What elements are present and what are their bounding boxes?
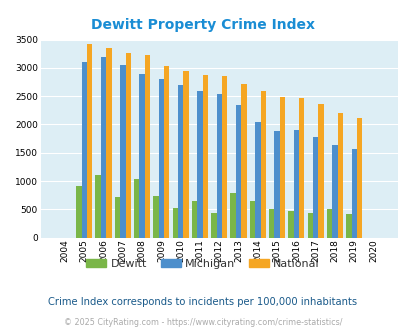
Bar (100, 56, 106, 238)
Bar (115, 197, 120, 238)
Bar (216, 94, 222, 238)
Bar (202, 75, 207, 238)
Bar (318, 104, 323, 238)
Bar (260, 91, 265, 238)
Bar (197, 90, 202, 238)
Bar (139, 74, 145, 238)
Bar (307, 213, 312, 238)
Bar (81, 62, 87, 238)
Bar (249, 201, 254, 238)
Bar (120, 65, 125, 238)
Bar (269, 209, 274, 238)
Bar (172, 208, 177, 238)
Legend: Dewitt, Michigan, National: Dewitt, Michigan, National (82, 254, 323, 273)
Bar (106, 48, 111, 238)
Bar (158, 79, 164, 238)
Bar (211, 213, 216, 238)
Bar (145, 55, 150, 238)
Bar (337, 113, 342, 238)
Bar (230, 193, 235, 238)
Bar (183, 71, 188, 238)
Bar (254, 122, 260, 238)
Text: Dewitt Property Crime Index: Dewitt Property Crime Index (91, 18, 314, 32)
Bar (351, 149, 356, 238)
Text: © 2025 CityRating.com - https://www.cityrating.com/crime-statistics/: © 2025 CityRating.com - https://www.city… (64, 318, 341, 327)
Bar (222, 76, 227, 238)
Bar (235, 105, 241, 238)
Bar (192, 201, 197, 238)
Bar (274, 131, 279, 238)
Bar (241, 84, 246, 238)
Bar (87, 44, 92, 238)
Bar (293, 130, 298, 238)
Bar (134, 179, 139, 238)
Bar (331, 146, 337, 238)
Bar (95, 175, 100, 238)
Bar (164, 66, 169, 238)
Bar (312, 137, 318, 238)
Bar (125, 52, 130, 238)
Bar (153, 196, 158, 238)
Bar (279, 97, 284, 238)
Bar (326, 209, 331, 238)
Bar (298, 98, 304, 238)
Bar (345, 214, 351, 238)
Bar (288, 211, 293, 238)
Bar (177, 85, 183, 238)
Bar (356, 118, 361, 238)
Bar (76, 185, 81, 238)
Text: Crime Index corresponds to incidents per 100,000 inhabitants: Crime Index corresponds to incidents per… (48, 297, 357, 307)
